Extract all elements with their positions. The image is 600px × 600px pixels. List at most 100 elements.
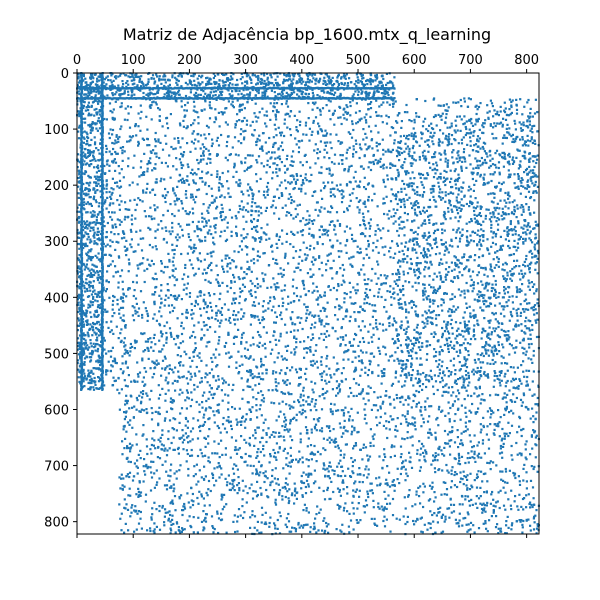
data-point (94, 254, 97, 257)
data-points (76, 72, 540, 536)
data-point (374, 230, 377, 233)
data-point (171, 74, 174, 77)
data-point (92, 388, 96, 391)
data-point (306, 80, 309, 83)
data-point (214, 356, 217, 359)
data-point (482, 346, 486, 349)
data-point (239, 78, 242, 81)
data-point (533, 292, 536, 295)
data-point (344, 244, 347, 247)
data-point (242, 206, 245, 209)
data-point (403, 384, 406, 387)
data-point (268, 136, 271, 140)
data-point (82, 117, 85, 120)
data-point (295, 294, 299, 298)
data-point (462, 335, 465, 338)
data-point (185, 127, 188, 130)
data-point (409, 339, 412, 342)
data-point (295, 82, 298, 85)
data-point (377, 295, 380, 298)
data-point (496, 320, 499, 323)
data-point (222, 111, 225, 114)
data-point (502, 181, 505, 184)
data-point (238, 204, 241, 208)
data-point (264, 273, 267, 276)
data-point (118, 186, 121, 189)
data-point (379, 274, 382, 277)
data-point (285, 112, 288, 115)
data-point (256, 90, 259, 93)
data-point (359, 305, 362, 308)
data-point (304, 92, 307, 95)
data-point (231, 104, 234, 107)
data-point (91, 215, 94, 218)
data-point (278, 196, 281, 200)
data-point (257, 205, 260, 208)
data-point (476, 322, 479, 325)
data-point (107, 79, 110, 82)
data-point (441, 112, 444, 115)
data-point (203, 133, 206, 136)
data-point (469, 200, 472, 203)
data-point (499, 105, 502, 108)
data-point (186, 311, 189, 314)
data-point (119, 368, 122, 371)
data-point (449, 359, 452, 362)
data-point (310, 275, 313, 278)
data-point (270, 82, 273, 85)
data-point (89, 123, 92, 126)
data-point (522, 360, 525, 363)
data-point (265, 331, 268, 334)
data-point (293, 200, 296, 203)
data-point (325, 382, 328, 385)
data-point (168, 83, 171, 86)
data-point (97, 117, 100, 120)
data-point (370, 161, 373, 164)
data-point (78, 126, 81, 129)
data-point (110, 84, 113, 87)
data-point (514, 230, 517, 233)
data-point (305, 73, 308, 76)
data-point (293, 233, 296, 236)
data-point (271, 372, 275, 375)
data-point (345, 157, 348, 160)
data-point (85, 194, 88, 197)
data-point (240, 142, 243, 145)
data-point (452, 364, 455, 367)
data-point (99, 345, 102, 348)
data-point (481, 331, 484, 334)
data-point (310, 380, 313, 383)
data-point (165, 229, 168, 232)
data-point (470, 219, 473, 223)
data-point (176, 233, 179, 236)
data-point (427, 309, 430, 312)
data-point (360, 74, 363, 77)
data-point (309, 268, 312, 271)
data-point (144, 349, 147, 352)
data-point (204, 303, 207, 306)
data-point (454, 139, 457, 142)
data-point (91, 226, 94, 229)
data-point (260, 81, 264, 84)
data-point (197, 140, 200, 143)
data-point (365, 79, 368, 83)
data-point (217, 375, 220, 378)
data-point (322, 79, 325, 82)
data-point (135, 74, 138, 77)
data-point (124, 384, 127, 387)
data-point (96, 320, 99, 324)
data-point (429, 254, 432, 257)
data-point (193, 93, 196, 96)
data-point (93, 289, 96, 292)
data-point (181, 177, 184, 180)
data-point (137, 375, 140, 378)
data-point (266, 163, 269, 167)
data-point (511, 201, 514, 204)
data-point (234, 153, 237, 156)
data-point (386, 213, 389, 216)
data-point (350, 81, 353, 84)
data-point (192, 198, 195, 201)
data-point (494, 290, 497, 293)
data-point (82, 347, 85, 350)
data-point (350, 256, 353, 259)
